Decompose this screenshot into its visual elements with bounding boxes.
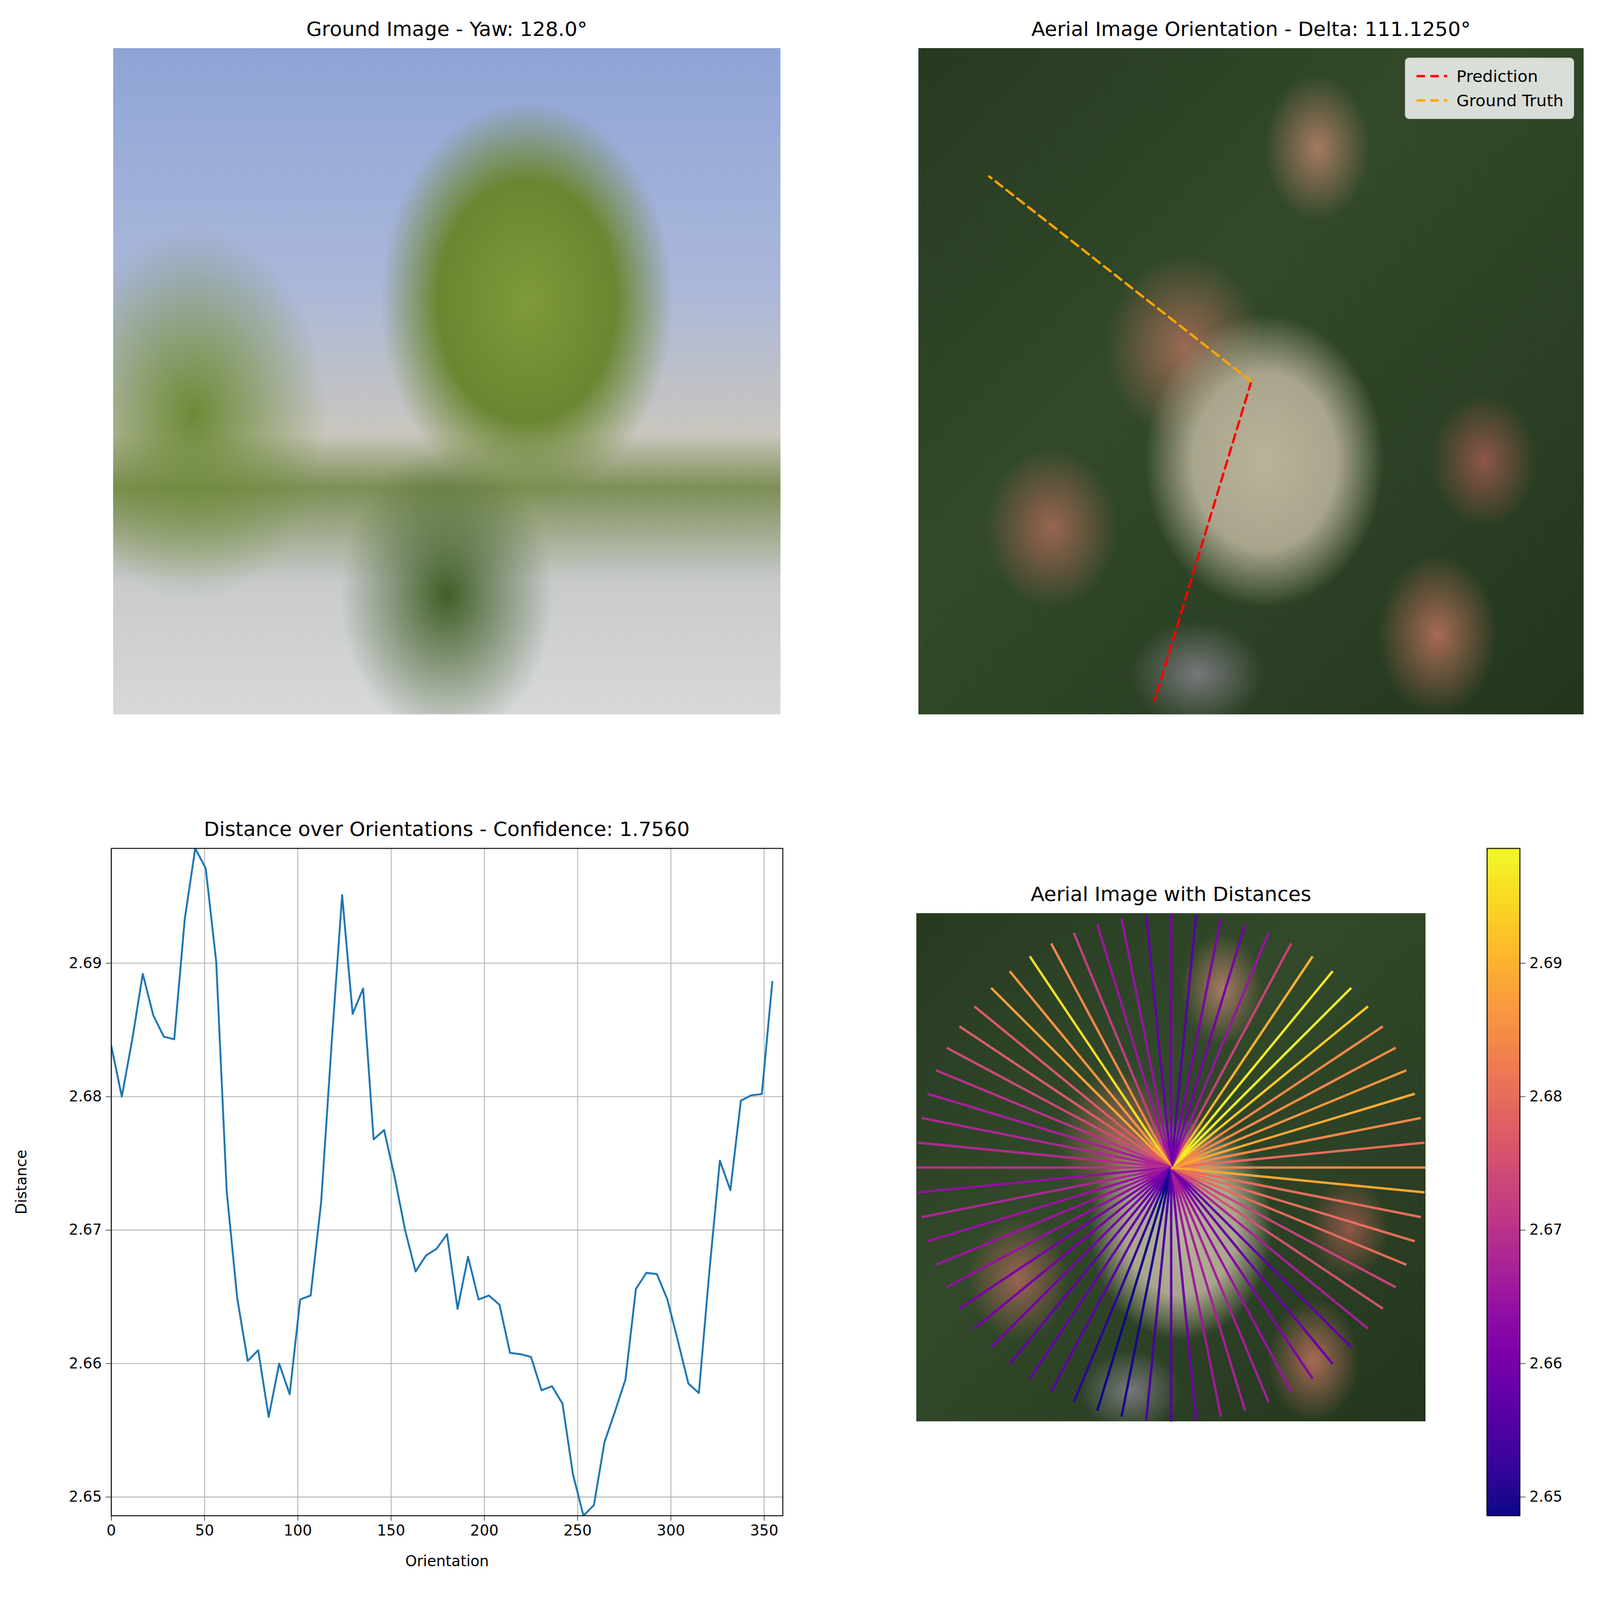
svg-text:250: 250 xyxy=(563,1521,592,1540)
svg-text:2.68: 2.68 xyxy=(68,1087,102,1106)
html-text:Ground Truth: Ground Truth xyxy=(1456,90,1564,110)
svg-text:300: 300 xyxy=(656,1521,685,1540)
svg-text:200: 200 xyxy=(470,1521,499,1540)
svg-text:2.67: 2.67 xyxy=(68,1220,102,1239)
html-text:Aerial Image Orientation - Del: Aerial Image Orientation - Delta: 111.12… xyxy=(1031,17,1471,41)
svg-text:2.66: 2.66 xyxy=(1529,1354,1563,1373)
html-text:Prediction: Prediction xyxy=(1456,66,1538,86)
svg-text:2.65: 2.65 xyxy=(1529,1487,1563,1506)
svg-text:2.67: 2.67 xyxy=(1529,1220,1563,1239)
html-text:Ground Image - Yaw: 128.0°: Ground Image - Yaw: 128.0° xyxy=(306,17,588,41)
svg-text:2.65: 2.65 xyxy=(68,1487,102,1506)
svg-text:Distance: Distance xyxy=(12,1149,31,1215)
svg-text:350: 350 xyxy=(749,1521,778,1540)
svg-text:50: 50 xyxy=(195,1521,215,1540)
svg-text:2.69: 2.69 xyxy=(68,954,102,972)
svg-text:2.66: 2.66 xyxy=(68,1354,102,1373)
html-text:Distance over Orientations - C: Distance over Orientations - Confidence:… xyxy=(203,817,690,841)
svg-text:2.69: 2.69 xyxy=(1529,954,1563,972)
svg-text:100: 100 xyxy=(283,1521,312,1540)
svg-text:Orientation: Orientation xyxy=(405,1552,489,1570)
svg-text:0: 0 xyxy=(106,1521,117,1540)
svg-text:150: 150 xyxy=(376,1521,406,1540)
svg-text:2.68: 2.68 xyxy=(1529,1087,1563,1106)
html-text:Aerial Image with Distances: Aerial Image with Distances xyxy=(1030,882,1312,906)
